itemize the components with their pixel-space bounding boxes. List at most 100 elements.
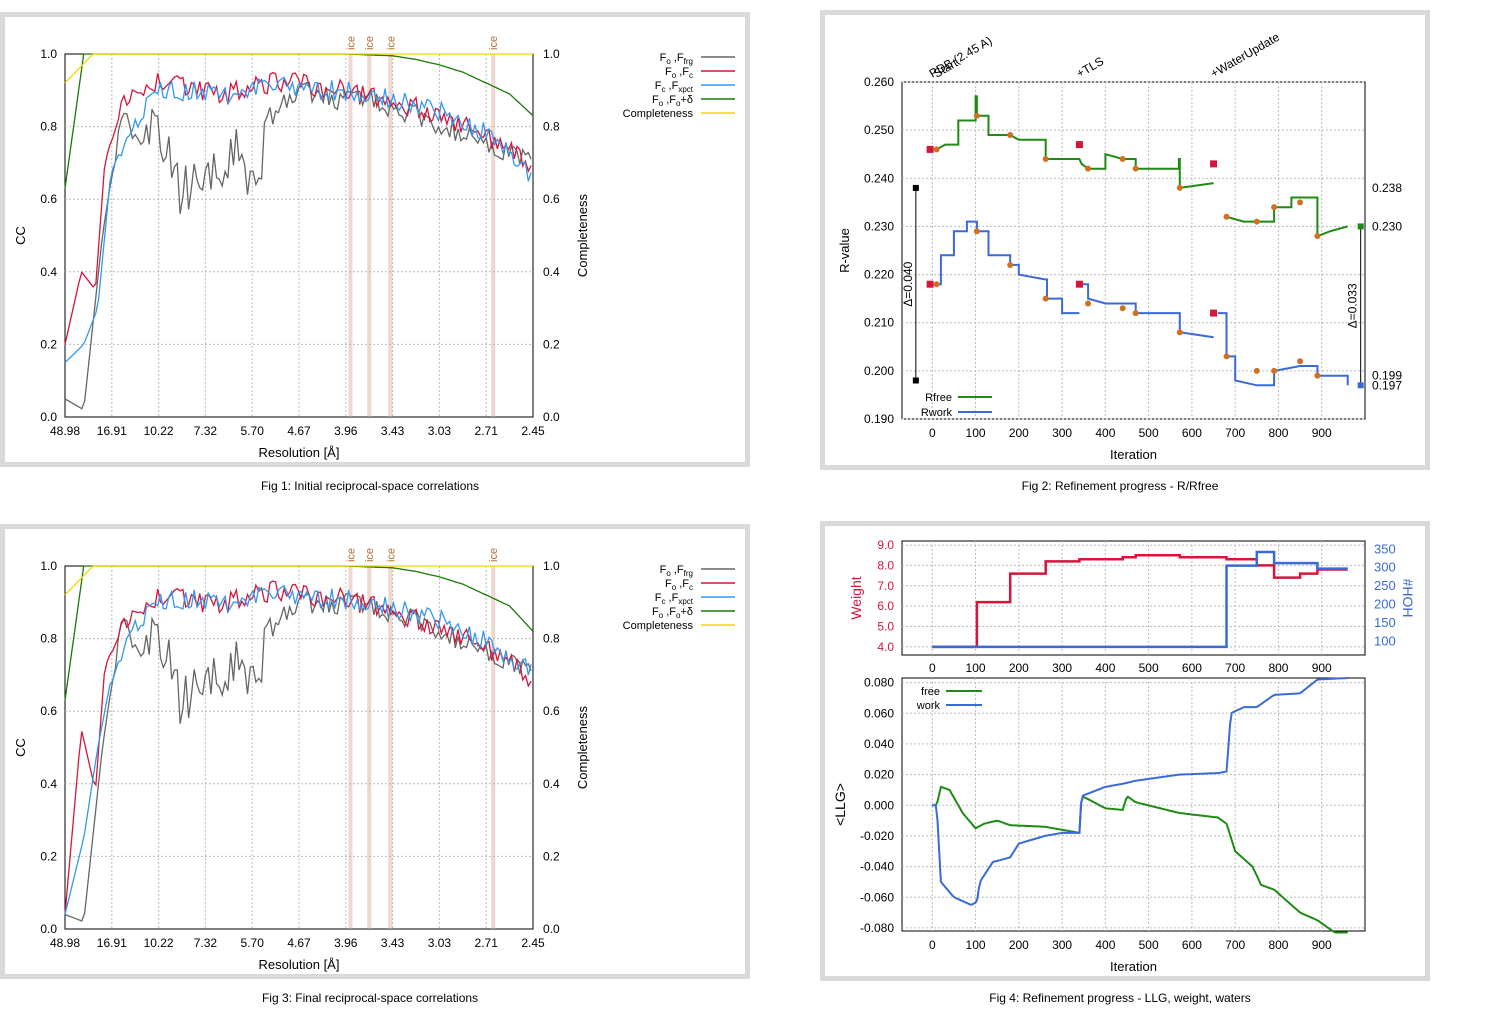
fig3-legend-blue-label: Fc ,Fxpct (655, 592, 694, 606)
fig1-y2-tick-label: 0.2 (543, 337, 560, 351)
fig3-ice-band (388, 566, 393, 929)
fig1-x-tick-label: 48.98 (50, 424, 80, 438)
fig4-bottom-y-tick-label: 0.040 (864, 737, 894, 751)
fig1-ice-band (388, 54, 393, 417)
fig2-legend-label: Rwork (921, 407, 953, 419)
fig1-ice-band (491, 54, 496, 417)
fig2-x-tick-label: 900 (1312, 426, 1332, 440)
fig1-chart: 48.98 16.91 10.22 7.32 5.70 4.67 3.96 3.43 3.03 2… (13, 36, 735, 460)
fig1-legend-blue-label: Fc ,Fxpct (655, 80, 694, 94)
fig3-y-tick-label: 0.6 (40, 704, 57, 718)
fig2-y-tick-label: 0.240 (864, 171, 894, 185)
fig1-legend-green-label: Fo ,Fo+δ (652, 94, 693, 108)
fig3-chart: 48.98 16.91 10.22 7.32 5.70 4.67 3.96 3.43 3.03 2… (13, 548, 735, 972)
fig1-y-tick-label: 0.0 (40, 410, 57, 424)
fig3-x-tick-label: 10.22 (144, 936, 174, 950)
fig1-series-gray (64, 81, 532, 410)
fig2-point-marker (1253, 367, 1260, 374)
fig4-bottom-x-tick-label: 200 (1009, 938, 1029, 952)
fig1-ice-label: ice (385, 36, 397, 50)
fig1-x-tick-label: 10.22 (144, 424, 174, 438)
fig4-chart: 0 100 200 300 400 500 600 700 800 900 4.0 5.0 6.0 7.0… (832, 538, 1416, 974)
fig1-legend-part: frg (684, 57, 693, 66)
fig2-point-marker (1297, 358, 1304, 365)
fig2-start-marker (1075, 141, 1083, 149)
fig1-legend-part: ,F (665, 80, 678, 92)
fig3-legend-part: F (660, 564, 667, 576)
fig3-panel: 48.98 16.91 10.22 7.32 5.70 4.67 3.96 3.43 3.03 2… (0, 524, 750, 979)
fig1-legend-part: c (661, 85, 665, 94)
fig1-legend-part: xpct (678, 85, 693, 94)
fig3-legend-part: ,F (663, 606, 676, 618)
fig4-weight-tick-label: 6.0 (877, 599, 894, 613)
fig4-top-x-tick-label: 0 (929, 661, 936, 675)
fig4-weight-tick-label: 7.0 (877, 579, 894, 593)
fig2-point-marker (1007, 261, 1014, 268)
fig2-start-marker (1075, 280, 1083, 288)
fig1-x-tick-label: 3.96 (334, 424, 358, 438)
fig2-y-tick-label: 0.230 (864, 219, 894, 233)
fig2-series-rgreen (1226, 196, 1348, 238)
fig1-legend-part: o (666, 57, 671, 66)
fig2-start-marker (1210, 309, 1218, 317)
fig4-top-series-wred (932, 553, 1348, 649)
fig3-legend-yellow-label: Completeness (623, 620, 694, 632)
fig3-legend-part: +δ (680, 606, 693, 618)
fig1-x-tick-label: 5.70 (241, 424, 265, 438)
fig4-weight-axis-title: Weight (848, 576, 864, 619)
fig3-legend-part: ,F (676, 578, 689, 590)
fig2-x-tick-label: 200 (1009, 426, 1029, 440)
fig2-right-value-label: 0.230 (1372, 219, 1402, 233)
fig3-legend-part: c (689, 583, 693, 592)
fig4-bottom-y-tick-label: 0.020 (864, 768, 894, 782)
fig2-point-marker (1119, 305, 1126, 312)
fig1-ice-band (367, 54, 372, 417)
fig3-y-tick-label: 0.4 (40, 777, 57, 791)
fig1-legend-gray-label: Fo ,Ffrg (660, 52, 693, 66)
fig2-y-tick-label: 0.220 (864, 268, 894, 282)
fig3-y2-tick-label: 1.0 (543, 559, 560, 573)
fig3-x-tick-label: 3.96 (334, 936, 358, 950)
fig1-x-tick-label: 2.45 (521, 424, 545, 438)
fig3-x-tick-label: 7.32 (194, 936, 218, 950)
fig1-ice-band (348, 54, 353, 417)
fig1-legend-part: ,F (671, 52, 684, 64)
fig2-delta-left-label: Δ=0.040 (901, 261, 915, 306)
fig2-plot-frame (901, 81, 1366, 420)
fig2-start-marker (926, 145, 934, 153)
fig1-legend-part: c (689, 71, 693, 80)
fig4-llg-series-rblue (932, 677, 1348, 906)
fig2-y-tick-label: 0.260 (864, 75, 894, 89)
fig2-delta-right-label: Δ=0.033 (1346, 283, 1360, 328)
fig4-llg-series-rgreen (932, 785, 1348, 934)
fig4-top-x-tick-label: 800 (1268, 661, 1288, 675)
fig4-hoh-tick-label: 250 (1374, 578, 1396, 593)
fig2-point-marker (1314, 372, 1321, 379)
fig1-series-blue (64, 76, 532, 364)
fig2-series-rgreen (936, 95, 1214, 190)
fig2-right-value-label: 0.199 (1372, 369, 1402, 383)
fig2-start-marker (926, 280, 934, 288)
fig1-legend-red-label: Fo ,Fc (665, 66, 693, 80)
fig3-ice-label: ice (488, 548, 500, 562)
fig2-point-marker (933, 146, 940, 153)
fig2-y-axis-title: R-value (837, 228, 852, 273)
fig4-panel: 0 100 200 300 400 500 600 700 800 900 4.0 5.0 6.0 7.0… (820, 521, 1430, 981)
fig3-legend-part: o (659, 611, 664, 620)
fig2-point-marker (1223, 353, 1230, 360)
fig4-bottom-x-tick-label: 0 (929, 938, 936, 952)
fig4-bottom-y-tick-label: 0.060 (864, 706, 894, 720)
fig2-series-rblue (1217, 312, 1349, 387)
fig2-point-marker (1085, 300, 1092, 307)
fig3-ice-band (348, 566, 353, 929)
fig1-panel: 48.98 16.91 10.22 7.32 5.70 4.67 3.96 3.43 3.03 2… (0, 12, 750, 467)
fig3-legend-red-label: Fo ,Fc (665, 578, 693, 592)
fig2-start-marker (1210, 160, 1218, 168)
fig2-x-tick-label: 0 (929, 426, 936, 440)
fig2-series-rblue (1079, 283, 1214, 339)
fig4-bottom-x-tick-label: 600 (1182, 938, 1202, 952)
fig4-top-x-tick-label: 700 (1225, 661, 1245, 675)
fig4-bottom-x-tick-label: 500 (1139, 938, 1159, 952)
fig1-ice-label: ice (488, 36, 500, 50)
fig3-legend-part: ,F (665, 592, 678, 604)
